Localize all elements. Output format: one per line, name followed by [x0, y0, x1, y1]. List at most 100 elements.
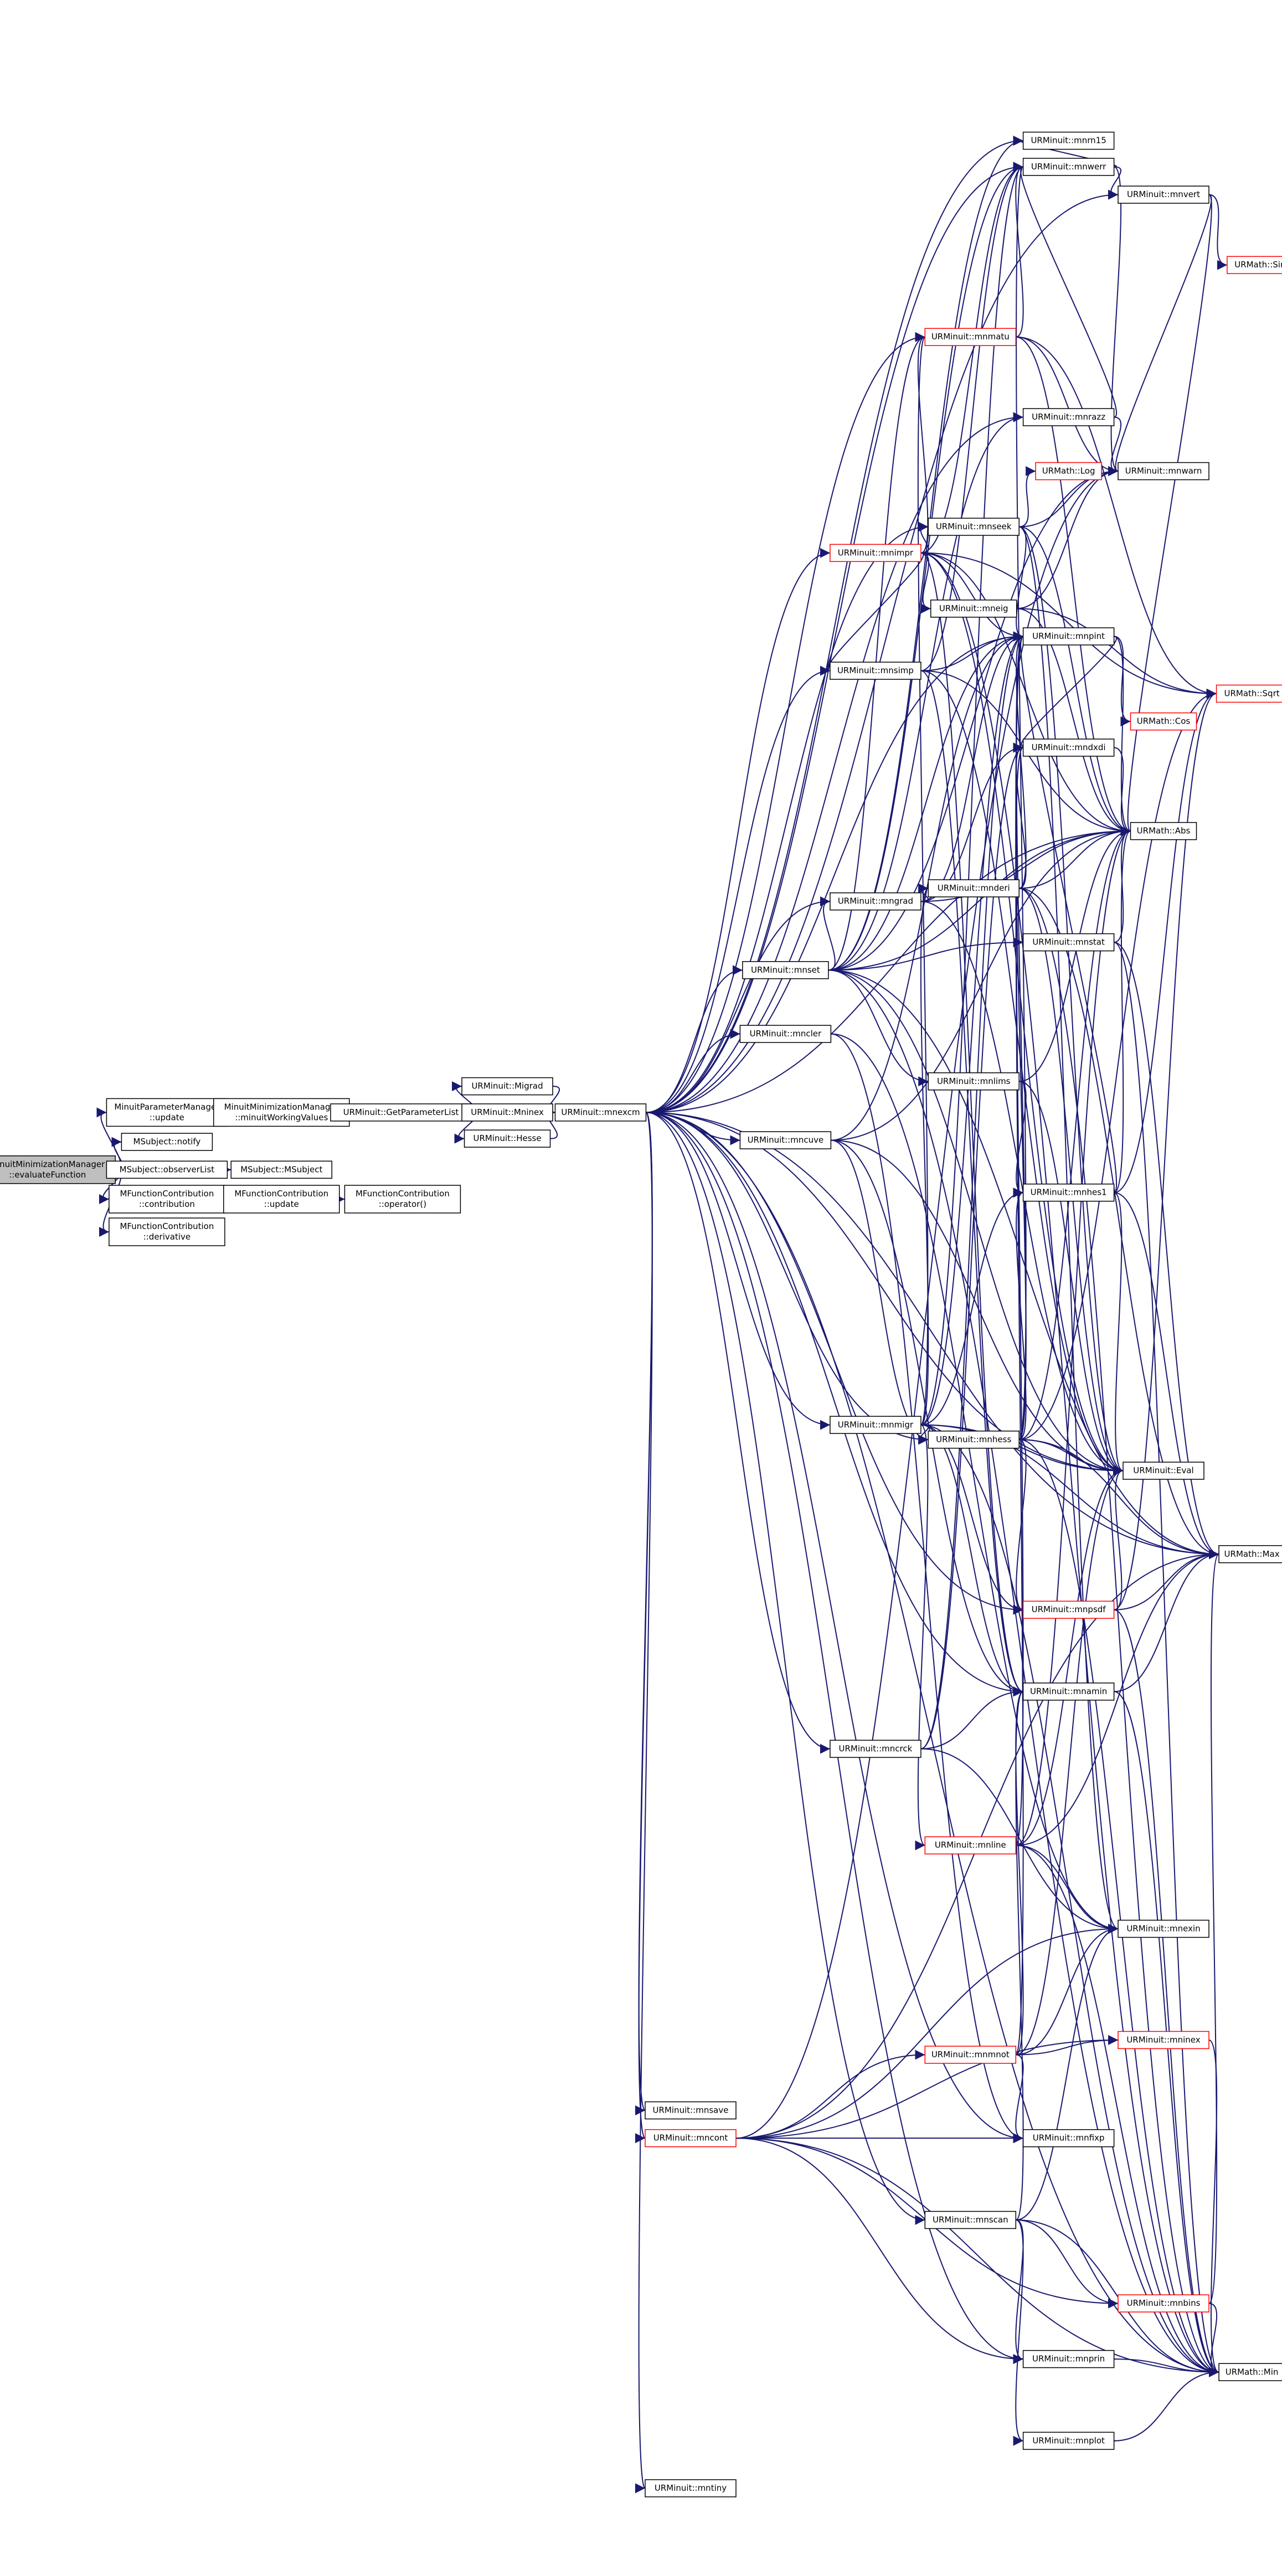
node: URMinuit::mnmnot: [924, 2046, 1017, 2064]
node: MinuitMinimizationManager::minuitWorking…: [213, 1098, 350, 1127]
edge: [646, 189, 1119, 1113]
edge: [1108, 194, 1212, 476]
edge: [1013, 743, 1027, 1441]
node-label: MFunctionContribution: [120, 1221, 214, 1231]
node: URMinuit::mnwarn: [1118, 462, 1209, 481]
node-label: URMinuit::mnwerr: [1031, 162, 1106, 172]
edge: [1108, 166, 1122, 476]
node: MSubject::observerList: [106, 1160, 228, 1179]
node-box: [1022, 1183, 1115, 1202]
node: URMinuit::mnseek: [928, 518, 1020, 536]
node: URMath::Abs: [1130, 822, 1197, 840]
node: URMinuit::mnrazz: [1022, 408, 1115, 426]
node-label: URMinuit::mneig: [939, 603, 1008, 613]
node: URMinuit::Eval: [1123, 1462, 1204, 1480]
edge: [828, 937, 1023, 971]
node-box: [1022, 1682, 1115, 1701]
edge: [736, 466, 1119, 2139]
edge: [1019, 1081, 1124, 1476]
node: MFunctionContribution::update: [223, 1185, 340, 1214]
edge: [828, 969, 1219, 1560]
edge: [1120, 194, 1212, 836]
edge: [828, 466, 1119, 971]
edge: [646, 665, 830, 1113]
node-label: ::update: [264, 1199, 299, 1209]
edge: [1113, 1192, 1124, 1476]
node-box: [1022, 2350, 1115, 2368]
node-box: [1118, 2294, 1209, 2312]
edge: [920, 1748, 1119, 1934]
node-label: URMinuit::Hesse: [473, 1133, 542, 1143]
edge: [646, 1112, 830, 1754]
node: MinuitParameterManager::update: [106, 1098, 228, 1127]
node-label: URMinuit::mnvert: [1127, 189, 1200, 199]
edge: [828, 332, 925, 971]
node: URMath::Max: [1218, 1545, 1282, 1563]
node-label: URMinuit::mnwarn: [1125, 466, 1202, 476]
node: URMath::Cos: [1130, 712, 1197, 731]
node-label: URMath::Sqrt: [1224, 688, 1280, 698]
edge: [920, 1424, 1219, 2377]
node: URMinuit::mnbins: [1118, 2294, 1209, 2312]
node-box: [1123, 1462, 1204, 1480]
edge: [1013, 162, 1027, 1441]
node: URMinuit::mnstat: [1022, 933, 1115, 952]
edge: [1013, 631, 1117, 1194]
node-label: ::contribution: [139, 1199, 195, 1209]
node-label: URMinuit::mnimpr: [838, 548, 914, 557]
node-box: [109, 1185, 225, 1214]
node-box: [742, 961, 829, 979]
node: URMinuit::Mninex: [461, 1103, 553, 1122]
node: URMinuit::mnamin: [1022, 1682, 1115, 1701]
node-label: URMinuit::mnmatu: [931, 332, 1010, 342]
edge: [646, 1112, 1124, 1476]
edge: [646, 1112, 925, 2225]
edge: [646, 162, 1023, 1113]
edge: [1019, 526, 1131, 837]
edges: [96, 136, 1227, 2493]
node-label: URMinuit::mnrn15: [1031, 136, 1106, 146]
node-label: URMinuit::mnhes1: [1031, 1188, 1107, 1197]
node-box: [1118, 462, 1209, 481]
edge: [1114, 942, 1219, 1560]
node-label: URMinuit::mnmnot: [931, 2050, 1010, 2059]
node-box: [830, 1416, 921, 1434]
edge: [920, 162, 1023, 1426]
edge: [1019, 1439, 1219, 2377]
node-box: [830, 1739, 921, 1758]
edge: [920, 1424, 1023, 1615]
node-box: [645, 2479, 737, 2497]
node-box: [830, 662, 921, 680]
node: URMinuit::mnmigr: [830, 1416, 921, 1434]
edge: [646, 1112, 1023, 2144]
node: URMinuit::mneig: [930, 600, 1017, 618]
edge: [1208, 1549, 1219, 2304]
node: URMinuit::mngrad: [830, 892, 921, 911]
node-label: URMinuit::mnmigr: [838, 1419, 914, 1429]
node: URMinuit::mnsimp: [830, 662, 921, 680]
node-label: URMinuit::mngrad: [838, 896, 913, 906]
node-box: [1022, 739, 1115, 757]
edge: [828, 969, 929, 1087]
node-box: [1035, 462, 1102, 481]
node: URMinuit::mnfixp: [1022, 2129, 1115, 2147]
node-label: URMinuit::mncler: [750, 1029, 822, 1039]
edge: [828, 631, 1023, 971]
node: URMinuit::mnprin: [1022, 2350, 1115, 2368]
node: URMinuit::Migrad: [461, 1077, 553, 1096]
node: URMinuit::mnscan: [924, 2211, 1017, 2229]
edge: [1016, 1465, 1124, 1846]
node: URMinuit::mnwerr: [1022, 158, 1115, 176]
edge: [1013, 1686, 1024, 2221]
node-label: URMinuit::mnpint: [1032, 631, 1105, 641]
node: URMath::Log: [1035, 462, 1102, 481]
node-label: URMinuit::mncuve: [748, 1135, 824, 1145]
node: URMinuit::mnsave: [645, 2101, 737, 2120]
node-box: [928, 1072, 1020, 1091]
edge: [1114, 1192, 1219, 1560]
edge: [1019, 887, 1219, 2377]
node-label: URMinuit::mnstat: [1032, 937, 1105, 947]
edge: [646, 1029, 740, 1113]
node-box: [223, 1185, 340, 1214]
